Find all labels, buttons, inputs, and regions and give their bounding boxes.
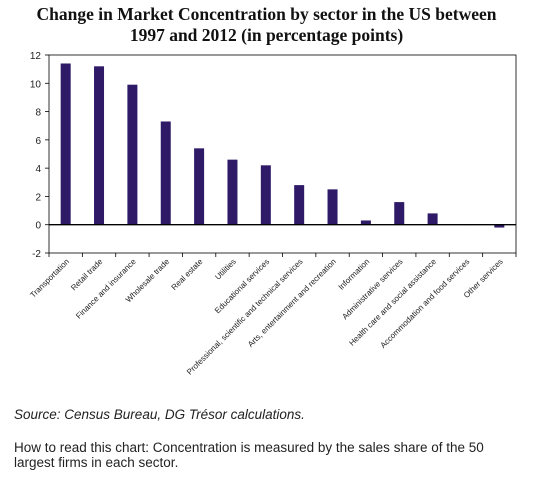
x-tick-label: Finance and insurance: [74, 257, 138, 321]
chart-title-line-1: Change in Market Concentration by sector…: [36, 4, 497, 24]
bar: [160, 121, 171, 225]
bar: [60, 63, 71, 225]
plot-frame: [48, 54, 517, 254]
chart-title: Change in Market Concentration by sector…: [0, 4, 533, 46]
bar: [194, 148, 205, 225]
bar: [127, 84, 138, 225]
x-tick-label: Utilities: [213, 257, 238, 282]
bar: [294, 185, 305, 225]
y-tick-label: 6: [35, 136, 41, 147]
bar: [327, 189, 338, 225]
x-tick-label: Information: [337, 257, 372, 292]
x-tick-label: Administrative services: [340, 257, 404, 321]
x-tick-label: Real estate: [170, 257, 205, 292]
y-tick-label: 12: [30, 51, 42, 62]
y-tick-label: -2: [32, 249, 41, 260]
bar: [360, 220, 371, 225]
y-tick-label: 2: [35, 192, 41, 203]
y-tick-label: 0: [35, 221, 41, 232]
x-tick-label: Retail trade: [69, 257, 105, 293]
source-note: Source: Census Bureau, DG Trésor calcula…: [14, 407, 305, 422]
bar: [94, 66, 105, 225]
bar: [227, 159, 238, 225]
bar: [394, 202, 405, 225]
y-tick-label: 10: [30, 79, 42, 90]
bar: [427, 213, 438, 225]
x-tick-label: Professional, scientific and technical s…: [185, 257, 305, 377]
bar: [260, 165, 271, 225]
reading-note: How to read this chart: Concentration is…: [14, 440, 484, 470]
x-tick-label: Transportation: [28, 257, 71, 300]
chart-title-line-2: 1997 and 2012 (in percentage points): [129, 25, 404, 45]
y-tick-label: 8: [35, 108, 41, 119]
bar: [494, 224, 505, 228]
y-tick-label: 4: [35, 164, 41, 175]
